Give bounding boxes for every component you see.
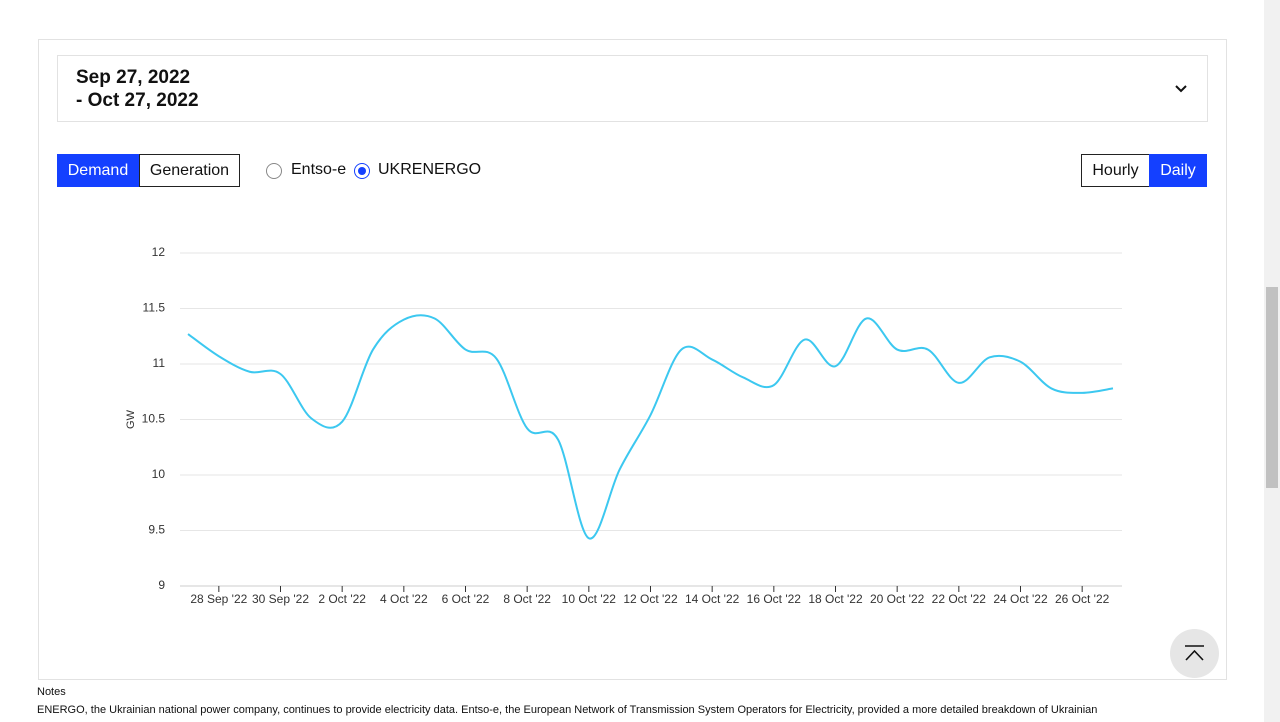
notes-heading: Notes [37, 686, 66, 698]
radio-label[interactable]: UKRENERGO [378, 161, 482, 178]
x-tick-label: 10 Oct '22 [562, 592, 617, 606]
y-tick-label: 12 [152, 245, 166, 259]
y-tick-label: 9.5 [148, 523, 165, 537]
date-picker[interactable] [57, 55, 1208, 122]
x-tick-label: 6 Oct '22 [442, 592, 490, 606]
x-tick-label: 18 Oct '22 [808, 592, 863, 606]
x-tick-label: 2 Oct '22 [318, 592, 366, 606]
date-range: Sep 27, 2022 - Oct 27, 2022 [76, 66, 199, 112]
demand-button[interactable]: Demand [57, 154, 139, 187]
x-tick-label: 26 Oct '22 [1055, 592, 1110, 606]
generation-button[interactable]: Generation [139, 154, 240, 187]
y-tick-label: 10.5 [142, 412, 166, 426]
y-tick-label: 11.5 [143, 301, 166, 315]
x-tick-label: 12 Oct '22 [623, 592, 678, 606]
x-tick-label: 8 Oct '22 [503, 592, 551, 606]
y-tick-label: 11 [153, 356, 166, 370]
back-to-top[interactable] [1170, 629, 1219, 678]
radio-selected[interactable] [354, 163, 370, 179]
radio[interactable] [266, 163, 282, 179]
x-tick-label: 14 Oct '22 [685, 592, 740, 606]
scrollbar[interactable] [1264, 0, 1280, 722]
chevron[interactable] [1174, 82, 1188, 96]
date-start: Sep 27, 2022 [76, 67, 191, 88]
y-tick-label: 9 [158, 578, 165, 592]
chart: 9 9.5 10 10.5 11 11.5 12 GW 28 Sep '22 30 Sep '22… [125, 245, 1122, 606]
radio-label[interactable]: Entso-e [291, 161, 347, 178]
x-tick-label: 24 Oct '22 [993, 592, 1048, 606]
panel [38, 39, 1227, 680]
y-tick-label: 10 [152, 467, 166, 481]
y-axis-label: GW [125, 409, 137, 429]
x-tick-label: 16 Oct '22 [747, 592, 802, 606]
daily-button[interactable]: Daily [1149, 154, 1207, 187]
x-tick-label: 4 Oct '22 [380, 592, 428, 606]
x-tick-label: 22 Oct '22 [932, 592, 987, 606]
x-tick-label: 30 Sep '22 [252, 592, 309, 606]
line [187, 314, 1114, 540]
x-tick-label: 20 Oct '22 [870, 592, 925, 606]
x-tick-label: 28 Sep '22 [190, 592, 247, 606]
date-end: - Oct 27, 2022 [76, 90, 199, 111]
notes-text: ENERGO, the Ukrainian national power com… [37, 704, 1098, 716]
